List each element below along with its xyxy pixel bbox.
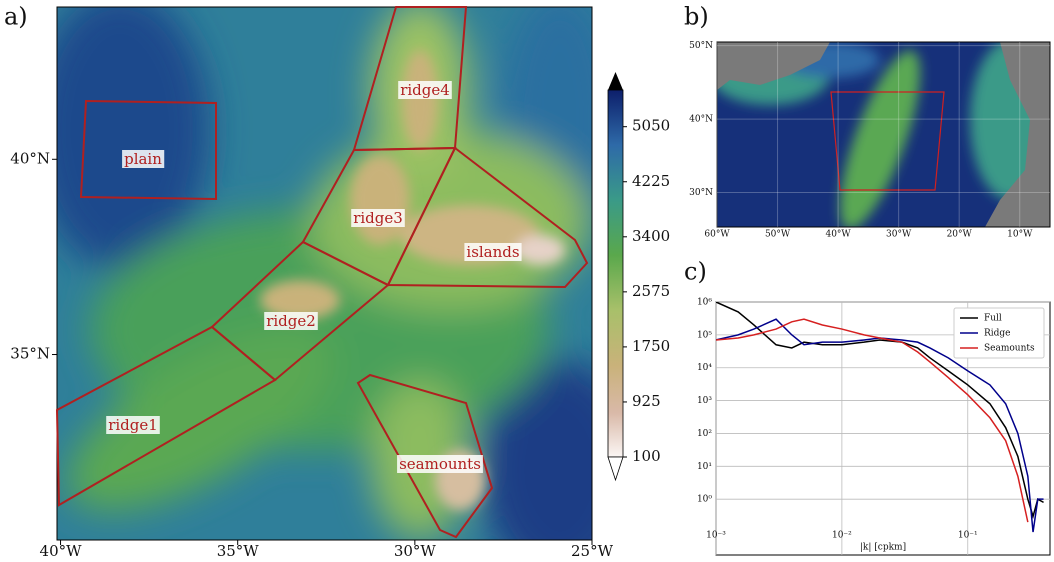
region-label-bg <box>122 150 165 168</box>
series-line <box>716 302 1044 520</box>
region-label: ridge3 <box>353 209 403 227</box>
x-tick-label: 10°W <box>1007 230 1033 240</box>
colorbar-tick-label: 1750 <box>632 337 670 355</box>
region-label: seamounts <box>399 455 481 473</box>
x-tick-label: 35°W <box>217 542 260 560</box>
colorbar-tick-label: 3400 <box>632 227 670 245</box>
x-axis-label: |k| [cpkm] <box>860 543 906 553</box>
region-label-bg <box>264 312 318 330</box>
x-tick-label: 10⁻² <box>832 531 852 541</box>
x-tick-label: 25°W <box>571 542 614 560</box>
bathymetry-a <box>57 7 592 540</box>
series-group <box>716 302 1044 533</box>
x-tick-label: 40°W <box>825 230 851 240</box>
y-tick-label: 10³ <box>697 396 712 406</box>
map-a-frame <box>56 6 593 541</box>
region-label: ridge2 <box>266 312 316 330</box>
series-line <box>716 318 1029 523</box>
region-label-bg <box>397 455 483 473</box>
region-seamounts <box>356 373 494 539</box>
panel-label: a) <box>4 3 28 31</box>
region-label-bg <box>351 209 405 227</box>
y-tick-label: 10¹ <box>697 462 712 472</box>
x-tick-label: 60°W <box>704 230 730 240</box>
colorbar <box>607 89 624 458</box>
panel-label: c) <box>684 258 707 286</box>
x-tick-label: 10⁻³ <box>706 531 726 541</box>
y-tick-label: 10⁶ <box>697 298 712 308</box>
y-tick-label: 35°N <box>10 345 50 363</box>
x-tick-label: 30°W <box>886 230 912 240</box>
region-label-bg <box>106 416 160 434</box>
region-ridge1 <box>55 325 277 507</box>
region-label-bg <box>464 243 522 261</box>
x-tick-label: 50°W <box>765 230 791 240</box>
colorbar-extend-bottom <box>607 456 624 482</box>
colorbar-tick-label: 100 <box>632 447 661 465</box>
bathymetry-b <box>717 42 1050 227</box>
y-tick-label: 30°N <box>689 188 713 198</box>
panel-label: b) <box>684 3 709 31</box>
y-tick-label: 50°N <box>689 41 713 51</box>
colorbar-tick-label: 925 <box>632 392 661 410</box>
colorbar-tick-label: 5050 <box>632 117 670 135</box>
y-tick-label: 10⁵ <box>697 330 712 340</box>
x-tick-label: 40°W <box>40 542 83 560</box>
region-plain <box>79 99 217 201</box>
map-b-frame <box>716 41 1051 228</box>
colorbar-extend-top <box>608 72 623 90</box>
regions <box>55 6 589 539</box>
colorbar-tick-label: 2575 <box>632 282 670 300</box>
y-tick-label: 40°N <box>689 115 713 125</box>
colorbar-tick-label: 4225 <box>632 172 670 190</box>
region-label: plain <box>124 150 162 168</box>
region-islands <box>386 146 589 289</box>
y-tick-label: 40°N <box>10 149 50 167</box>
study-area-box <box>830 91 945 191</box>
y-tick-label: 10⁰ <box>697 495 712 505</box>
y-tick-label: 10² <box>697 429 712 439</box>
legend-label: Full <box>984 314 1002 324</box>
region-label: islands <box>466 243 519 261</box>
region-label: ridge1 <box>108 416 158 434</box>
series-line <box>716 318 1044 533</box>
legend-box <box>953 307 1045 359</box>
region-label-bg <box>398 81 452 99</box>
y-tick-label: 10⁴ <box>697 363 712 373</box>
region-label: ridge4 <box>400 81 450 99</box>
legend-label: Ridge <box>984 329 1011 339</box>
x-tick-label: 10⁻¹ <box>958 531 978 541</box>
x-tick-label: 20°W <box>947 230 973 240</box>
x-tick-label: 30°W <box>394 542 437 560</box>
legend-label: Seamounts <box>984 344 1035 354</box>
